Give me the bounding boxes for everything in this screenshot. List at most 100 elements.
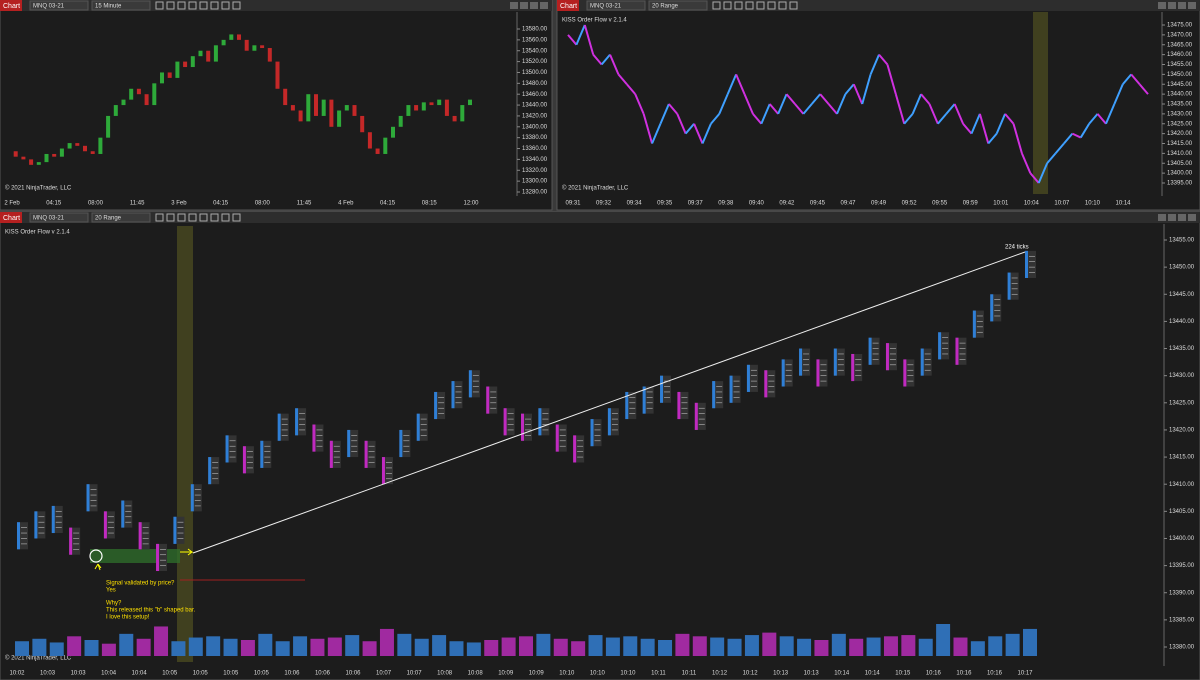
time-label: 10:10 (590, 671, 606, 677)
volume-bar (779, 636, 794, 656)
price-label: 13425.00 (1167, 121, 1193, 127)
tool-icon[interactable] (166, 213, 175, 222)
window-button[interactable] (510, 2, 518, 9)
tool-icon[interactable] (166, 1, 175, 10)
bar-body (486, 386, 490, 414)
candle (367, 132, 372, 149)
bar-body (1025, 250, 1028, 278)
price-label: 13360.00 (522, 146, 548, 152)
bar-body (208, 457, 212, 485)
time-label: 09:35 (657, 201, 673, 207)
tool-icon[interactable] (232, 1, 241, 10)
interval-box[interactable] (91, 212, 151, 223)
candle (298, 110, 303, 122)
tool-icon[interactable] (188, 213, 197, 222)
window-button[interactable] (520, 2, 528, 9)
bar-body (538, 408, 542, 436)
window-button[interactable] (1158, 214, 1166, 221)
chart-tab[interactable] (557, 0, 579, 11)
footprint-bar (121, 500, 133, 528)
tool-icon[interactable] (177, 213, 186, 222)
volume-bar (866, 637, 881, 656)
bar-body (694, 402, 698, 430)
time-label: 12:00 (463, 201, 479, 207)
tool-icon[interactable] (789, 1, 798, 10)
price-line (920, 93, 931, 105)
bar-body (903, 359, 907, 387)
volume-bar (831, 633, 846, 656)
arrow (94, 563, 102, 571)
time-label: 10:07 (376, 671, 392, 677)
price-line (626, 83, 637, 95)
tool-icon[interactable] (778, 1, 787, 10)
volume-bar (762, 632, 777, 656)
price-label: 13465.00 (1167, 42, 1193, 48)
tool-icon[interactable] (712, 1, 721, 10)
time-label: 09:45 (810, 201, 826, 207)
tool-icon[interactable] (221, 213, 230, 222)
price-line (1054, 142, 1065, 155)
window-button[interactable] (1178, 2, 1186, 9)
price-line (903, 113, 914, 125)
candle (83, 145, 87, 152)
tool-icon[interactable] (188, 1, 197, 10)
bar-body (121, 500, 125, 528)
window-button[interactable] (540, 2, 548, 9)
price-line (1012, 123, 1023, 154)
price-label: 13405.00 (1167, 161, 1193, 167)
time-label: 10:04 (132, 671, 148, 677)
candle (152, 83, 157, 106)
candle (352, 105, 357, 116)
window-button[interactable] (1178, 214, 1186, 221)
window-button[interactable] (530, 2, 538, 9)
tool-icon[interactable] (199, 1, 208, 10)
price-line (642, 113, 654, 144)
interval-box[interactable] (91, 0, 151, 11)
window (0, 0, 553, 211)
tool-icon[interactable] (745, 1, 754, 10)
time-label: 09:31 (565, 201, 581, 207)
tool-icon[interactable] (155, 213, 164, 222)
price-label: 13455.00 (1167, 62, 1193, 68)
candle (206, 50, 211, 62)
volume-bar (84, 640, 99, 656)
price-label: 13560.00 (522, 37, 548, 43)
tool-icon[interactable] (221, 1, 230, 10)
interval-box[interactable] (648, 0, 708, 11)
time-label: 09:42 (779, 201, 795, 207)
candle (429, 102, 434, 106)
volume-bar (293, 636, 308, 656)
tool-icon[interactable] (199, 213, 208, 222)
volume-bar (901, 635, 916, 656)
price-line (987, 132, 998, 145)
tool-icon[interactable] (756, 1, 765, 10)
bar-body (468, 370, 472, 398)
footprint-bar (1007, 272, 1019, 300)
bar-body (625, 391, 629, 420)
tool-icon[interactable] (210, 213, 219, 222)
footprint-bar (781, 359, 793, 387)
tool-icon[interactable] (210, 1, 219, 10)
tool-icon[interactable] (155, 1, 164, 10)
price-line (1029, 172, 1040, 184)
instrument-box[interactable] (29, 212, 89, 223)
instrument-box[interactable] (29, 0, 89, 11)
candle (337, 110, 342, 127)
tool-icon[interactable] (767, 1, 776, 10)
instrument-box[interactable] (586, 0, 646, 11)
price-line (878, 53, 889, 66)
tool-icon[interactable] (734, 1, 743, 10)
tool-icon[interactable] (177, 1, 186, 10)
window-button[interactable] (1158, 2, 1166, 9)
tool-icon[interactable] (232, 213, 241, 222)
chart-tab[interactable] (0, 212, 22, 223)
window-button[interactable] (1188, 2, 1196, 9)
window-button[interactable] (1168, 214, 1176, 221)
window-button[interactable] (1188, 214, 1196, 221)
window-button[interactable] (1168, 2, 1176, 9)
chart-tab[interactable] (0, 0, 22, 11)
tool-icon[interactable] (723, 1, 732, 10)
volume-bar (797, 638, 812, 656)
instrument: MNQ 03-21 (33, 4, 65, 10)
time-label: 09:37 (688, 201, 704, 207)
